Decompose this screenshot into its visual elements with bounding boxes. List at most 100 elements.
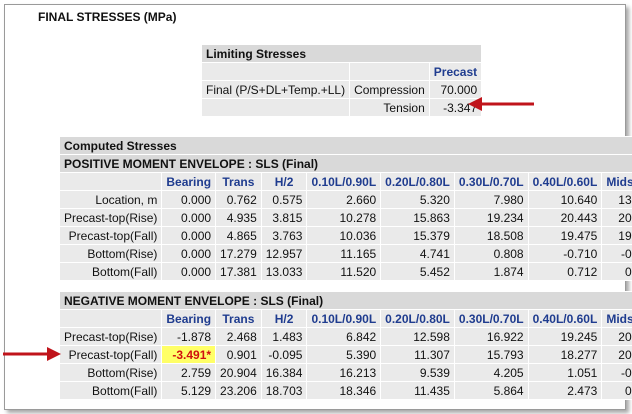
table-cell: 16.213 [306,363,382,382]
table-cell: 1.874 [453,262,529,281]
limiting-row-label: Final (P/S+DL+Temp.+LL) [200,80,351,99]
column-header: 0.20L/0.80L [380,172,455,191]
row-label: Precast-top(Rise) [58,208,163,227]
table-cell: 0.779 [601,262,632,281]
row-label: Bottom(Fall) [58,381,163,400]
table-cell: 18.508 [453,226,529,245]
computed-stresses-header: Computed Stresses [59,136,632,155]
table-cell: 10.640 [527,190,603,209]
precast-fall-arrow-icon [3,347,61,361]
column-header: Trans [215,309,262,328]
table-cell: 15.379 [380,226,455,245]
table-cell: 20.904 [215,363,262,382]
table-cell: 10.036 [306,226,382,245]
table-row: Bottom(Rise) 2.759 20.904 16.384 16.213 9.539… [58,363,632,382]
table-cell: 9.539 [380,363,455,382]
table-cell: 1.483 [260,327,308,346]
table-cell: 5.864 [453,381,529,400]
column-header: 0.40L/0.60L [527,172,603,191]
column-header: H/2 [260,172,308,191]
compression-value: 70.000 [428,80,483,99]
table-cell: 16.384 [260,363,308,382]
table-cell: 0.000 [161,190,217,209]
column-header: H/2 [260,309,308,328]
tension-arrow-icon [468,97,534,111]
table-cell: 18.703 [260,381,308,400]
table-cell: 0.186 [601,381,632,400]
table-cell: 4.935 [215,208,262,227]
table-row: Bottom(Rise) 0.000 17.279 12.957 11.165 4.741… [58,244,632,263]
table-row: Precast-top(Rise) 0.000 4.935 3.815 10.278 15… [58,208,632,227]
table-cell: 13.300 [601,190,632,209]
column-header: 0.10L/0.90L [306,309,382,328]
positive-envelope-title: POSITIVE MOMENT ENVELOPE : SLS (Final) [59,154,632,173]
limiting-stresses-header: Limiting Stresses [200,44,483,63]
table-cell: 19.245 [527,327,603,346]
table-cell: 3.815 [260,208,308,227]
table-cell: 18.277 [527,345,603,364]
table-cell: 2.473 [527,381,603,400]
table-cell: 20.092 [601,345,632,364]
row-label: Bottom(Rise) [58,244,163,263]
row-label: Precast-top(Fall) [58,226,163,245]
table-row: Location, m 0.000 0.762 0.575 2.660 5.320 7.98… [58,190,632,209]
table-cell: 11.165 [306,244,382,263]
row-label: Bottom(Rise) [58,363,163,382]
compression-label: Compression [349,80,430,99]
table-cell: 17.279 [215,244,262,263]
table-cell: 0.000 [161,208,217,227]
table-cell: 11.307 [380,345,455,364]
table-cell: 5.129 [161,381,217,400]
column-header: Trans [215,172,262,191]
table-cell: 5.390 [306,345,382,364]
column-header: 0.40L/0.60L [527,309,603,328]
table-cell: 12.598 [380,327,455,346]
column-header: Midspan [601,172,632,191]
table-cell: 11.520 [306,262,382,281]
table-cell: -0.999 [601,244,632,263]
table-cell: 2.468 [215,327,262,346]
report-title: FINAL STRESSES (MPa) [38,10,177,24]
table-cell: 2.660 [306,190,382,209]
table-row: Bottom(Fall) 0.000 17.381 13.033 11.520 5.452… [58,262,632,281]
column-header: Midspan [601,309,632,328]
table-cell: 18.346 [306,381,382,400]
table-cell: -3.491* [161,345,217,364]
table-cell: 0.762 [215,190,262,209]
row-label: Precast-top(Rise) [58,327,163,346]
table-cell: 0.000 [161,244,217,263]
table-cell: 10.278 [306,208,382,227]
table-cell: 23.206 [215,381,262,400]
limiting-stresses-table: Limiting Stresses Precast Final (P/S+DL+… [200,44,483,117]
column-header: Bearing [161,172,217,191]
column-header: 0.30L/0.70L [453,309,529,328]
table-row: Bottom(Fall) 5.129 23.206 18.703 18.346 11.43… [58,381,632,400]
table-cell: 0.000 [161,262,217,281]
table-cell: 0.901 [215,345,262,364]
table-cell: 0.712 [527,262,603,281]
table-cell: -1.878 [161,327,217,346]
table-cell: 12.957 [260,244,308,263]
column-header: Bearing [161,309,217,328]
row-label: Precast-top(Fall) [58,345,163,364]
column-header: 0.30L/0.70L [453,172,529,191]
positive-moment-table: Computed Stresses POSITIVE MOMENT ENVELO… [58,136,632,281]
table-cell: 19.475 [527,226,603,245]
table-row: Precast-top(Fall) -3.491* 0.901 -0.095 5.390… [58,345,632,364]
table-cell: 3.763 [260,226,308,245]
table-cell: 1.051 [527,363,603,382]
table-cell: 4.741 [380,244,455,263]
row-label: Bottom(Fall) [58,262,163,281]
negative-moment-table: NEGATIVE MOMENT ENVELOPE : SLS (Final) B… [58,291,632,400]
table-cell: 2.759 [161,363,217,382]
table-cell: -0.095 [260,345,308,364]
table-cell: 4.865 [215,226,262,245]
column-header: 0.20L/0.80L [380,309,455,328]
table-cell: 19.689 [601,226,632,245]
table-cell: 0.808 [453,244,529,263]
table-cell: 4.205 [453,363,529,382]
precast-column-header: Precast [428,62,483,81]
table-cell: 20.443 [527,208,603,227]
row-label: Location, m [58,190,163,209]
negative-envelope-title: NEGATIVE MOMENT ENVELOPE : SLS (Final) [59,291,632,310]
